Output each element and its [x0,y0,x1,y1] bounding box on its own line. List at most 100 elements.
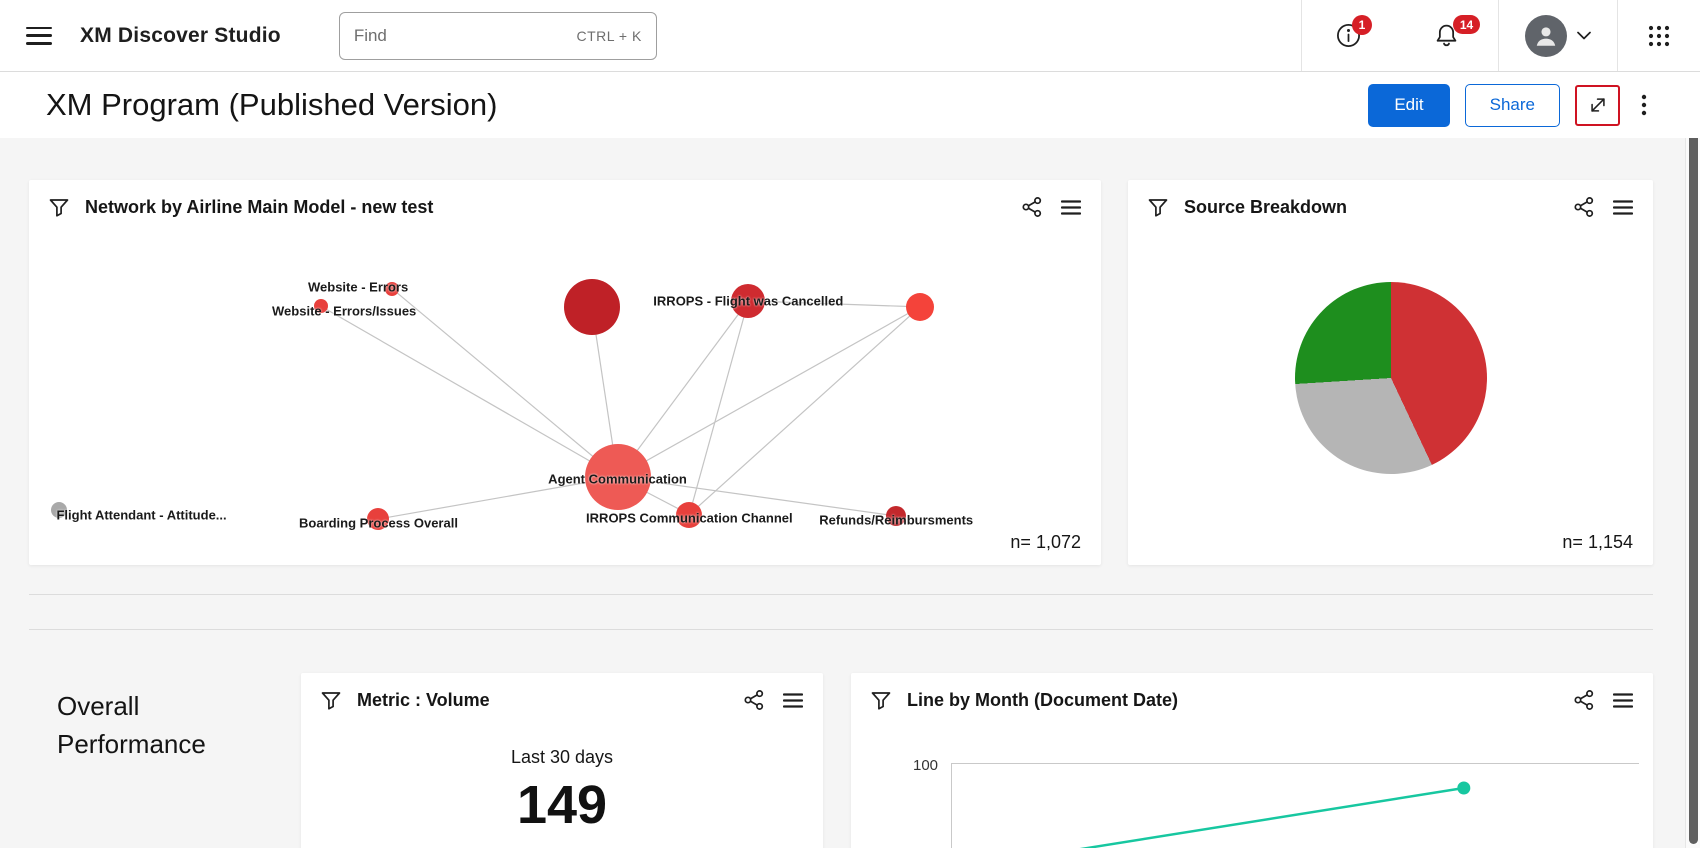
network-node[interactable] [731,283,766,318]
network-node[interactable] [367,508,390,530]
edit-button[interactable]: Edit [1368,83,1450,127]
y-axis-tick-label: 100 [913,757,939,774]
avatar [1525,14,1567,57]
share-nodes-icon [1022,197,1042,217]
more-options-button[interactable] [1635,88,1653,122]
network-node-label: Website - Errors/Issues [272,303,417,319]
network-node[interactable] [385,281,400,296]
sample-size: n= 1,072 [1010,532,1081,552]
filter-button[interactable] [319,689,343,712]
network-node[interactable] [886,506,907,526]
network-node[interactable] [51,502,68,518]
dashboard-row-1: Network by Airline Main Model - new test… [29,180,1653,565]
filter-funnel-icon [871,691,891,710]
widget-title: Source Breakdown [1184,196,1348,217]
widget-share-button[interactable] [1571,687,1597,713]
filter-button[interactable] [1146,196,1170,219]
metric-body: Last 30 days 149 [301,723,823,836]
network-node-label: IRROPS - Flight was Cancelled [653,293,844,309]
widget-title: Line by Month (Document Date) [907,689,1178,710]
network-node[interactable] [584,444,651,510]
topbar-separator [1498,0,1499,71]
vertical-scrollbar [1685,72,1700,848]
line-chart-area: 100 [851,721,1653,848]
search-input[interactable]: Find CTRL + K [338,11,657,60]
info-badge: 1 [1352,15,1372,35]
widget-metric-volume: Metric : Volume Last 30 days 149 [301,673,823,848]
notifications-badge: 14 [1453,15,1480,34]
share-nodes-icon [1574,197,1594,217]
notifications-button[interactable]: 14 [1394,0,1498,71]
page-title: XM Program (Published Version) [46,87,498,122]
pie-chart[interactable] [1294,282,1487,474]
widget-menu-button[interactable] [1611,691,1635,710]
dashboard-canvas: Network by Airline Main Model - new test… [0,138,1700,848]
filter-button[interactable] [869,689,893,712]
menu-lines-icon [1613,692,1633,708]
search-placeholder: Find [353,25,387,45]
topbar: XM Discover Studio Find CTRL + K 1 14 [0,0,1700,72]
page-header: XM Program (Published Version) Edit Shar… [0,72,1700,138]
bell-icon [1436,24,1456,47]
person-icon [1536,26,1556,46]
widget-source-breakdown: Source Breakdown n= 1,154 [1128,180,1653,565]
share-button[interactable]: Share [1464,83,1560,127]
network-node[interactable] [563,278,620,335]
info-button[interactable]: 1 [1302,0,1394,71]
app-title: XM Discover Studio [80,23,281,47]
section-divider [29,594,1653,595]
widget-menu-button[interactable] [1059,198,1083,217]
header-actions: Edit Share [1368,83,1653,127]
network-node-label: IRROPS Communication Channel [586,510,793,526]
hamburger-icon [26,26,52,30]
network-node[interactable] [676,501,703,528]
section-label: Overall Performance [57,691,206,759]
chevron-down-icon [1577,31,1591,40]
sample-size: n= 1,154 [1562,532,1633,552]
menu-lines-icon [1061,199,1081,215]
widget-title: Metric : Volume [357,689,490,710]
widget-menu-button[interactable] [1611,198,1635,217]
pie-chart-area [1128,228,1653,518]
line-series [1079,781,1471,848]
topbar-right: 1 14 [1301,0,1700,71]
kebab-icon [1641,94,1647,116]
widget-share-button[interactable] [1571,194,1597,220]
section-divider [29,629,1653,630]
line-chart-plot [951,763,1639,848]
filter-button[interactable] [47,196,71,219]
widget-share-button[interactable] [1019,194,1045,220]
network-node[interactable] [313,299,328,313]
widget-share-button[interactable] [741,687,767,713]
account-menu-button[interactable] [1499,0,1617,71]
network-node[interactable] [905,292,934,321]
widget-header: Line by Month (Document Date) [851,673,1653,723]
widget-header: Source Breakdown [1128,180,1653,230]
network-node-label: Refunds/Reimbursments [819,512,974,528]
fullscreen-button[interactable] [1575,84,1620,126]
search-shortcut-hint: CTRL + K [576,27,642,44]
network-node-label: Agent Communication [548,471,687,486]
network-node-label: Flight Attendant - Attitude... [56,507,227,522]
network-node-label: Website - Errors [308,279,409,295]
dashboard-row-2: Overall Performance Metric : Volume [29,673,1653,848]
line-data-point[interactable] [1457,781,1471,795]
widget-header: Network by Airline Main Model - new test [29,180,1101,230]
expand-icon [1590,98,1605,112]
info-icon [1336,24,1360,47]
filter-funnel-icon [49,198,69,217]
app-switcher-button[interactable] [1618,0,1700,71]
metric-period: Last 30 days [510,747,614,767]
network-graph: IRROPS - Flight was Cancelled Website - E… [29,228,1101,531]
widget-menu-button[interactable] [781,691,805,710]
share-nodes-icon [744,690,764,710]
metric-value: 149 [516,775,608,835]
widget-title: Network by Airline Main Model - new test [85,196,434,217]
widget-line-by-month: Line by Month (Document Date) 100 [851,673,1653,848]
topbar-separator [1617,0,1618,71]
network-node-label: Boarding Process Overall [298,515,458,531]
main-menu-button[interactable] [26,26,52,45]
menu-lines-icon [783,692,803,708]
scrollbar-thumb[interactable] [1689,76,1698,844]
widget-header: Metric : Volume [301,673,823,723]
